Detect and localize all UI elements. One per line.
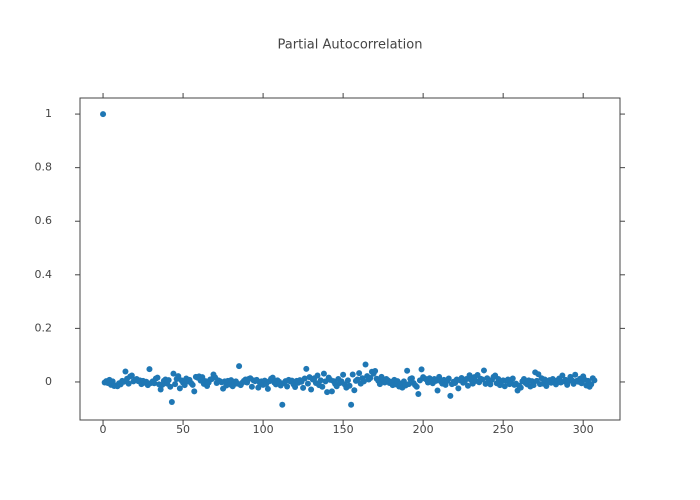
point (434, 387, 441, 394)
point (591, 377, 598, 384)
point (559, 372, 566, 379)
y-tick-label: 0.4 (35, 268, 53, 281)
point (413, 383, 420, 390)
point (509, 375, 516, 382)
point (308, 386, 315, 393)
plot-frame (79, 97, 621, 421)
point (487, 381, 494, 388)
point (445, 375, 452, 382)
point (415, 391, 422, 398)
point (255, 384, 262, 391)
point (170, 370, 177, 377)
point (501, 383, 508, 390)
point (303, 365, 310, 372)
point (346, 382, 353, 389)
point (447, 392, 454, 399)
point (405, 381, 412, 388)
point (418, 366, 425, 373)
x-tick-label: 200 (413, 423, 434, 436)
point (314, 372, 321, 379)
x-tick-label: 300 (573, 423, 594, 436)
point (175, 373, 182, 380)
point (351, 387, 358, 394)
x-tick-label: 50 (176, 423, 190, 436)
point (340, 371, 347, 378)
point (125, 380, 132, 387)
x-tick-label: 100 (253, 423, 274, 436)
point (146, 366, 153, 373)
point (348, 401, 355, 408)
point (189, 381, 196, 388)
point (301, 375, 308, 382)
point (168, 399, 175, 406)
point (279, 401, 286, 408)
point (480, 367, 487, 374)
point (530, 382, 537, 389)
chart-title: Partial Autocorrelation (278, 38, 423, 53)
point (436, 373, 443, 380)
point (360, 378, 367, 385)
point (191, 388, 198, 395)
point (264, 385, 271, 392)
point (362, 361, 369, 368)
point (455, 385, 462, 392)
point (317, 377, 324, 384)
point (165, 377, 172, 384)
y-tick-label: 0 (45, 375, 52, 388)
point (176, 385, 183, 392)
point (376, 381, 383, 388)
point (248, 383, 255, 390)
point (236, 363, 243, 370)
point (349, 371, 356, 378)
point (324, 389, 331, 396)
point (304, 380, 311, 387)
point (228, 377, 235, 384)
point (572, 371, 579, 378)
point (543, 382, 550, 389)
point (372, 367, 379, 374)
point (300, 384, 307, 391)
point (517, 384, 524, 391)
y-tick-label: 0.8 (35, 161, 53, 174)
x-tick-label: 0 (100, 423, 107, 436)
point (199, 374, 206, 381)
point (344, 377, 351, 384)
y-tick-label: 0.2 (35, 321, 53, 334)
point (109, 378, 116, 385)
point (408, 375, 415, 382)
point (432, 377, 439, 384)
point (319, 383, 326, 390)
y-tick-label: 1 (45, 107, 52, 120)
point (320, 370, 327, 377)
point (122, 368, 129, 375)
point (479, 376, 486, 383)
x-tick-label: 250 (493, 423, 514, 436)
point (154, 374, 161, 381)
point (328, 388, 335, 395)
point (466, 372, 473, 379)
point (535, 371, 542, 378)
point (167, 383, 174, 390)
point (157, 386, 164, 393)
point (464, 382, 471, 389)
point (588, 381, 595, 388)
point (284, 383, 291, 390)
point (404, 367, 411, 374)
point (292, 384, 299, 391)
y-tick-label: 0.6 (35, 214, 53, 227)
point (367, 374, 374, 381)
point (128, 372, 135, 379)
point (100, 111, 107, 118)
point (354, 376, 361, 383)
point (356, 370, 363, 377)
point (269, 374, 276, 381)
point (151, 380, 158, 387)
x-tick-label: 150 (333, 423, 354, 436)
point (172, 381, 179, 388)
